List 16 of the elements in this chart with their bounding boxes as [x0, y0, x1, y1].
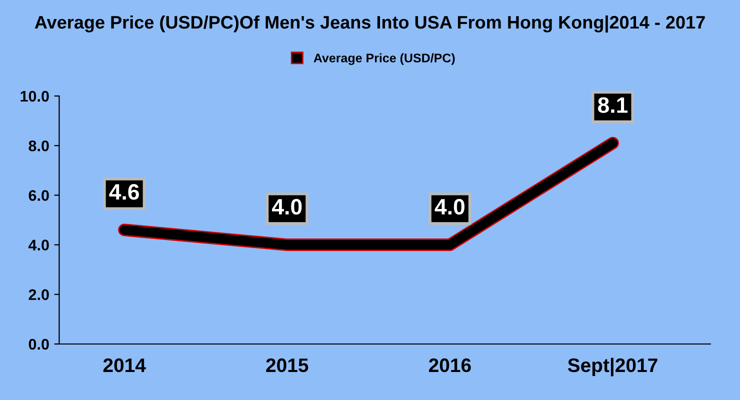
y-tick-label: 8.0: [28, 140, 49, 152]
chart-title: Average Price (USD/PC)Of Men's Jeans Into USA From Hong Kong|2014 - 2017: [34, 15, 705, 33]
y-tick-label: 2.0: [28, 289, 49, 300]
data-label: 4.0: [434, 198, 464, 215]
x-tick-label: 2014: [103, 358, 146, 372]
y-tick-label: 4.0: [28, 240, 49, 250]
x-tick-label: 2015: [266, 358, 308, 372]
legend-label: Average Price (USD/PC): [314, 53, 455, 65]
data-label: 4.6: [109, 184, 139, 200]
y-tick-label: 10.0: [20, 90, 49, 102]
y-tick-label: 0.0: [28, 338, 49, 350]
data-label: 8.1: [598, 97, 628, 113]
x-tick-label: 2016: [428, 358, 471, 372]
data-label: 4.0: [272, 198, 302, 215]
y-tick-label: 6.0: [28, 190, 49, 201]
x-tick-label: Sept|2017: [568, 358, 658, 376]
